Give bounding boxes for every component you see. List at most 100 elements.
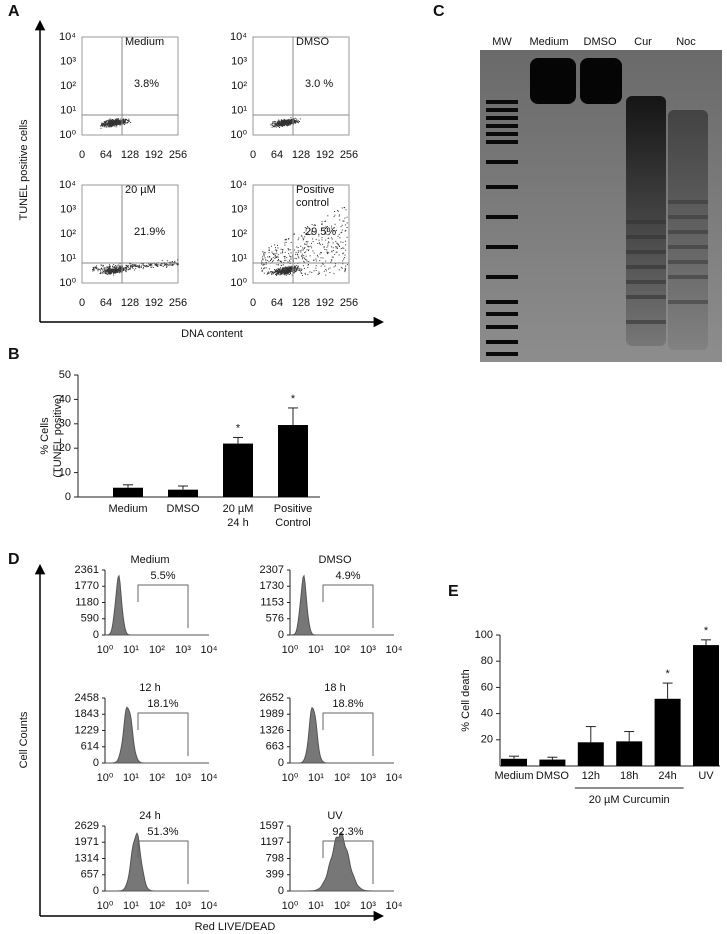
event-dot bbox=[166, 266, 168, 267]
event-dot bbox=[341, 207, 343, 209]
event-dot bbox=[305, 251, 307, 253]
histogram bbox=[105, 574, 209, 636]
event-dot bbox=[341, 267, 343, 269]
event-dot bbox=[273, 253, 275, 255]
event-dot bbox=[284, 251, 286, 253]
event-dot bbox=[276, 273, 278, 275]
event-dot bbox=[278, 123, 280, 125]
event-dot bbox=[304, 227, 306, 228]
event-dot bbox=[120, 265, 122, 267]
event-dot bbox=[343, 220, 345, 222]
event-dot bbox=[120, 120, 122, 122]
event-dot bbox=[282, 121, 284, 123]
event-dot bbox=[101, 123, 103, 125]
event-dot bbox=[178, 263, 179, 265]
gate-value: 92.3% bbox=[332, 826, 363, 838]
event-dot bbox=[338, 269, 340, 271]
panel-label: E bbox=[448, 583, 459, 600]
event-dot bbox=[285, 241, 287, 243]
event-dot bbox=[119, 121, 121, 123]
event-dot bbox=[326, 249, 328, 251]
ladder-band bbox=[668, 215, 708, 219]
event-dot bbox=[290, 123, 292, 124]
event-dot bbox=[281, 265, 283, 267]
event-dot bbox=[274, 123, 276, 125]
event-dot bbox=[298, 122, 299, 124]
event-dot bbox=[302, 256, 304, 258]
lane-label: Medium bbox=[529, 36, 568, 48]
event-dot bbox=[337, 235, 339, 237]
event-dot bbox=[334, 253, 336, 255]
event-dot bbox=[126, 268, 128, 270]
event-dot bbox=[285, 266, 286, 268]
event-dot bbox=[303, 248, 305, 249]
event-dot bbox=[261, 270, 263, 272]
histogram bbox=[290, 574, 394, 636]
event-dot bbox=[272, 125, 274, 127]
event-dot bbox=[106, 126, 108, 128]
x-tick-label: 10² bbox=[149, 900, 165, 912]
event-dot bbox=[267, 272, 269, 274]
event-dot bbox=[263, 255, 265, 257]
event-dot bbox=[285, 267, 287, 269]
event-dot bbox=[106, 266, 108, 268]
event-dot bbox=[265, 263, 267, 265]
event-dot bbox=[334, 223, 336, 225]
y-tick-label: 1153 bbox=[260, 596, 284, 608]
event-dot bbox=[289, 123, 291, 125]
event-dot bbox=[271, 126, 273, 128]
event-dot bbox=[115, 272, 117, 273]
event-dot bbox=[96, 268, 98, 270]
event-dot bbox=[284, 122, 286, 124]
event-dot bbox=[262, 258, 264, 260]
event-dot bbox=[276, 268, 278, 270]
event-dot bbox=[319, 242, 321, 244]
ladder-band bbox=[486, 215, 518, 219]
event-dot bbox=[334, 214, 336, 216]
event-dot bbox=[319, 260, 321, 262]
event-dot bbox=[115, 266, 117, 268]
event-dot bbox=[280, 248, 282, 250]
event-dot bbox=[115, 268, 117, 270]
x-tick-label: 256 bbox=[169, 149, 187, 161]
event-dot bbox=[115, 270, 117, 272]
event-dot bbox=[115, 122, 117, 124]
event-dot bbox=[272, 271, 274, 273]
x-tick-label: 256 bbox=[340, 297, 358, 309]
event-dot bbox=[265, 267, 267, 269]
event-dot bbox=[110, 268, 112, 270]
event-dot bbox=[311, 224, 313, 226]
event-dot bbox=[272, 259, 274, 261]
event-dot bbox=[176, 264, 178, 266]
y-tick-label: 10⁴ bbox=[230, 179, 247, 191]
event-dot bbox=[288, 118, 290, 120]
event-dot bbox=[290, 119, 292, 121]
y-tick-label: 657 bbox=[81, 869, 99, 881]
event-dot bbox=[105, 270, 107, 272]
y-tick-label: 590 bbox=[81, 613, 99, 625]
event-dot bbox=[286, 268, 288, 270]
event-dot bbox=[135, 264, 137, 266]
event-dot bbox=[263, 252, 265, 254]
panel-label: D bbox=[8, 551, 20, 568]
event-dot bbox=[333, 273, 335, 275]
y-tick-label: 614 bbox=[81, 741, 99, 753]
event-dot bbox=[285, 119, 287, 121]
event-dot bbox=[108, 269, 110, 270]
event-dot bbox=[283, 268, 285, 270]
y-tick-label: 399 bbox=[266, 869, 284, 881]
quadrant-value: 29.5% bbox=[305, 226, 336, 238]
y-tick-label: 0 bbox=[65, 491, 71, 503]
event-dot bbox=[278, 264, 279, 266]
event-dot bbox=[111, 123, 113, 125]
event-dot bbox=[307, 246, 309, 248]
histogram bbox=[290, 831, 394, 892]
event-dot bbox=[281, 120, 283, 122]
event-dot bbox=[133, 265, 135, 267]
event-dot bbox=[307, 264, 309, 266]
y-tick-label: 10¹ bbox=[60, 104, 76, 116]
bar bbox=[616, 741, 643, 766]
event-dot bbox=[97, 268, 99, 270]
event-dot bbox=[276, 250, 278, 252]
event-dot bbox=[92, 269, 94, 270]
